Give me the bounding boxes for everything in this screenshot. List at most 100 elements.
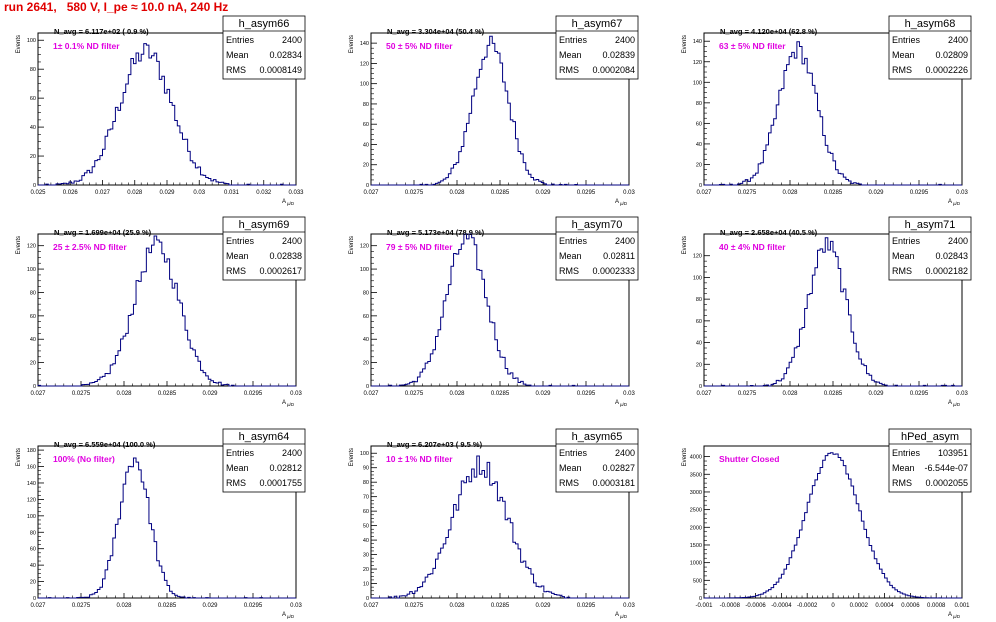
- stats-value: 0.02809: [935, 50, 968, 60]
- y-tick-label: 0: [33, 183, 36, 189]
- x-tick-label: 0.033: [288, 190, 304, 196]
- x-tick-label: 0.03: [623, 190, 635, 196]
- y-tick-label: 1000: [690, 561, 702, 567]
- stats-value: 2400: [948, 35, 968, 45]
- stats-value: 2400: [282, 448, 302, 458]
- x-tick-label: 0.027: [696, 190, 712, 196]
- x-tick-label: 0.027: [30, 603, 46, 609]
- y-axis-label: Events: [682, 35, 688, 53]
- filter-annotation: 50 ± 5% ND filter: [386, 41, 453, 51]
- y-tick-label: 100: [360, 82, 369, 88]
- y-tick-label: 120: [27, 244, 36, 250]
- x-tick-label: 0.028: [116, 603, 132, 609]
- x-tick-label: 0.0295: [577, 190, 596, 196]
- y-tick-label: 120: [27, 497, 36, 503]
- y-tick-label: 40: [30, 563, 36, 569]
- x-axis-label: A: [615, 199, 619, 205]
- stats-value: 2400: [282, 236, 302, 246]
- x-tick-label: 0.029: [868, 190, 884, 196]
- stats-label: Mean: [226, 50, 249, 60]
- stats-box: [555, 216, 639, 281]
- y-tick-label: 40: [696, 341, 702, 347]
- y-tick-label: 140: [27, 481, 36, 487]
- stats-label: Mean: [559, 251, 582, 261]
- y-tick-label: 80: [696, 297, 702, 303]
- x-tick-label: 0.031: [224, 190, 240, 196]
- x-axis-subscript: µ/D: [953, 201, 961, 206]
- y-tick-label: 80: [30, 290, 36, 296]
- panel-h_asym68: 0.027 0.0275 0.028 0.0285 0.029 0.0295 0.03 0 20…: [682, 15, 972, 206]
- stats-value: 2400: [948, 236, 968, 246]
- x-tick-label: 0.028: [116, 391, 132, 397]
- y-tick-label: 80: [363, 290, 369, 296]
- y-tick-label: 50: [363, 524, 369, 530]
- stats-value: 0.02839: [602, 50, 635, 60]
- y-tick-label: 0: [366, 596, 369, 602]
- filter-annotation: 10 ± 1% ND filter: [386, 454, 453, 464]
- x-tick-label: 0.032: [256, 190, 272, 196]
- x-tick-label: 0.028: [449, 190, 465, 196]
- y-axis-label: Events: [682, 236, 688, 254]
- stats-value: 0.0002055: [925, 478, 968, 488]
- x-axis-subscript: µ/D: [287, 201, 295, 206]
- x-tick-label: 0.028: [449, 391, 465, 397]
- y-tick-label: 0: [33, 384, 36, 390]
- stats-title: h_asym64: [239, 431, 290, 443]
- y-tick-label: 120: [693, 254, 702, 260]
- x-axis-subscript: µ/D: [620, 614, 628, 619]
- y-tick-label: 20: [30, 154, 36, 160]
- stats-value: 0.0002617: [259, 266, 302, 276]
- y-axis-label: Events: [16, 236, 22, 254]
- x-axis-subscript: µ/D: [287, 402, 295, 407]
- stats-label: Mean: [892, 463, 915, 473]
- x-tick-label: 0.029: [159, 190, 175, 196]
- x-tick-label: 0.027: [95, 190, 111, 196]
- stats-value: 0.02838: [269, 251, 302, 261]
- x-tick-label: 0.028: [782, 190, 798, 196]
- y-tick-label: 40: [363, 538, 369, 544]
- y-tick-label: 2000: [690, 525, 702, 531]
- x-axis-subscript: µ/D: [953, 402, 961, 407]
- x-tick-label: 0.029: [535, 190, 551, 196]
- x-tick-label: 0: [831, 603, 835, 609]
- x-tick-label: 0.0285: [824, 391, 843, 397]
- stats-title: h_asym67: [572, 18, 623, 30]
- stats-value: 2400: [615, 35, 635, 45]
- stats-value: 0.0003181: [592, 478, 635, 488]
- x-tick-label: 0.0285: [491, 603, 510, 609]
- y-tick-label: 60: [30, 547, 36, 553]
- y-tick-label: 60: [363, 509, 369, 515]
- x-tick-label: 0.0002: [850, 603, 869, 609]
- panel-h_asym71: 0.027 0.0275 0.028 0.0285 0.029 0.0295 0.03 0 20…: [682, 216, 972, 407]
- stats-value: 103951: [938, 448, 968, 458]
- y-tick-label: 80: [363, 102, 369, 108]
- x-tick-label: 0.027: [30, 391, 46, 397]
- x-tick-label: 0.0295: [244, 603, 263, 609]
- navg-label: N_avg = 6.559e+04 (100.0 %): [54, 440, 156, 449]
- x-tick-label: 0.0295: [577, 603, 596, 609]
- y-tick-label: 80: [363, 480, 369, 486]
- y-tick-label: 180: [27, 448, 36, 454]
- x-tick-label: 0.0285: [491, 190, 510, 196]
- y-tick-label: 3000: [690, 490, 702, 496]
- histogram-line: [704, 41, 962, 186]
- x-tick-label: 0.0285: [158, 391, 177, 397]
- y-tick-label: 60: [696, 121, 702, 127]
- navg-label: N_avg = 5.173e+04 (78.9 %): [387, 228, 485, 237]
- y-tick-label: 160: [27, 465, 36, 471]
- stats-value: 0.02812: [269, 463, 302, 473]
- y-tick-label: 40: [30, 337, 36, 343]
- x-axis-label: A: [615, 612, 619, 618]
- y-tick-label: 120: [360, 244, 369, 250]
- y-tick-label: 140: [360, 41, 369, 47]
- x-tick-label: 0.0275: [72, 603, 91, 609]
- y-tick-label: 20: [30, 580, 36, 586]
- x-tick-label: 0.028: [449, 603, 465, 609]
- panel-h_asym69: 0.027 0.0275 0.028 0.0285 0.029 0.0295 0.03 0 20…: [16, 216, 306, 407]
- stats-value: 0.02827: [602, 463, 635, 473]
- x-tick-label: 0.029: [202, 603, 218, 609]
- stats-box: [888, 428, 972, 493]
- x-tick-label: -0.0002: [797, 603, 818, 609]
- x-tick-label: 0.0275: [405, 190, 424, 196]
- navg-label: N_avg = 1.699e+04 (25.9 %): [54, 228, 152, 237]
